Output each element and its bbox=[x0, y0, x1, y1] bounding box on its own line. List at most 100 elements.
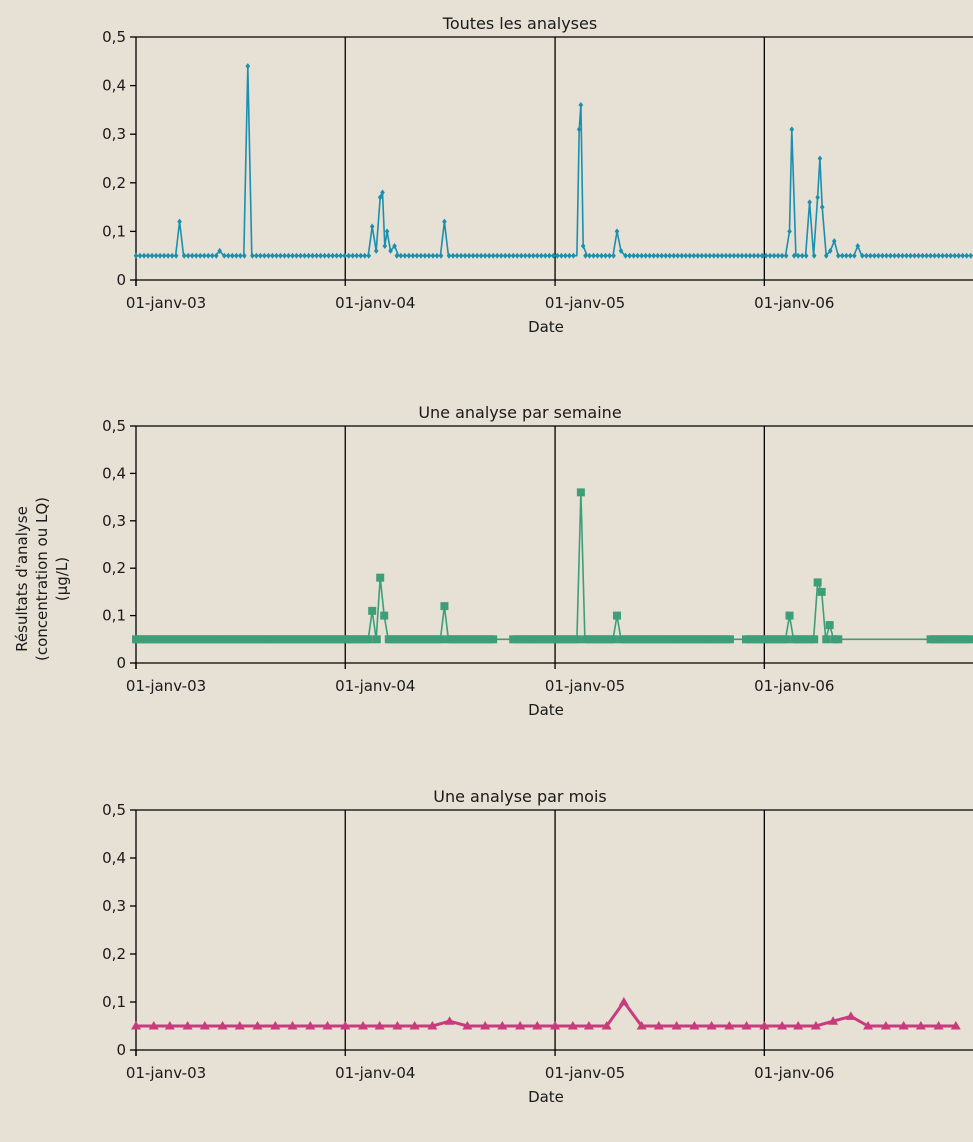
chart-2-baseline-point-100 bbox=[565, 635, 574, 644]
chart-3-xtick-label-0: 01-janv-03 bbox=[126, 1064, 206, 1082]
chart-3-data-point-12 bbox=[340, 1021, 351, 1030]
chart-1-baseline-point-173 bbox=[912, 252, 917, 259]
chart-2-baseline-point-15 bbox=[192, 635, 201, 644]
chart-3-data-point-28 bbox=[618, 997, 629, 1006]
chart-2-baseline-point-33 bbox=[264, 635, 273, 644]
chart-1-baseline-point-182 bbox=[948, 252, 953, 259]
chart-2-baseline-point-125 bbox=[673, 635, 682, 644]
chart-2-baseline-point-51 bbox=[336, 635, 345, 644]
chart-3-data-point-27 bbox=[601, 1021, 612, 1030]
chart-1-baseline-point-171 bbox=[904, 252, 909, 259]
chart-2-baseline-point-103 bbox=[581, 635, 590, 644]
chart-1-baseline-point-30 bbox=[266, 252, 271, 259]
chart-2-baseline-point-41 bbox=[296, 635, 305, 644]
chart-1-baseline-point-137 bbox=[739, 252, 745, 259]
chart-2-baseline-point-108 bbox=[601, 635, 610, 644]
chart-2-baseline-point-70 bbox=[424, 635, 433, 644]
chart-2-baseline-point-16 bbox=[196, 635, 205, 644]
chart-1-data-point-11 bbox=[369, 223, 375, 230]
chart-1-baseline-point-72 bbox=[462, 252, 468, 259]
chart-1-data-point-34 bbox=[789, 126, 795, 133]
chart-2-baseline-point-168 bbox=[962, 635, 971, 644]
chart-1-baseline-point-71 bbox=[458, 252, 464, 259]
chart-3-data-point-46 bbox=[933, 1021, 944, 1030]
chart-1-data-point-43 bbox=[827, 247, 833, 254]
chart-1-baseline-point-103 bbox=[595, 252, 600, 259]
chart-3-data-point-17 bbox=[427, 1021, 438, 1030]
chart-1-baseline-point-2 bbox=[141, 252, 147, 259]
chart-1-baseline-point-141 bbox=[755, 252, 761, 259]
chart-2-data-point-17 bbox=[785, 611, 794, 620]
chart-1-baseline-point-140 bbox=[751, 252, 757, 259]
chart-1-baseline-point-135 bbox=[731, 252, 737, 259]
chart-1-baseline-point-100 bbox=[583, 252, 588, 259]
chart-1-baseline-point-157 bbox=[844, 252, 849, 259]
chart-2-baseline-point-1 bbox=[136, 635, 145, 644]
chart-1-baseline-point-23 bbox=[234, 252, 239, 259]
chart-1-baseline-point-65 bbox=[430, 252, 436, 259]
chart-2-baseline-point-158 bbox=[834, 635, 843, 644]
chart-1-baseline-point-177 bbox=[928, 252, 933, 259]
chart-3-data-point-1 bbox=[148, 1021, 159, 1030]
chart-2-baseline-point-160 bbox=[930, 635, 939, 644]
chart-2-baseline-point-95 bbox=[545, 635, 554, 644]
chart-1-baseline-point-136 bbox=[735, 252, 741, 259]
chart-1-baseline-point-70 bbox=[454, 252, 460, 259]
chart-2-xtick-label-1: 01-janv-04 bbox=[335, 677, 415, 695]
chart-3-data-point-22 bbox=[515, 1021, 526, 1030]
chart-1-baseline-point-54 bbox=[362, 252, 368, 259]
chart-1-baseline-point-18 bbox=[209, 252, 215, 259]
chart-1-baseline-point-166 bbox=[884, 252, 889, 259]
chart-2-baseline-point-54 bbox=[348, 635, 357, 644]
chart-3-data-point-37 bbox=[777, 1021, 788, 1030]
chart-3-data-point-25 bbox=[567, 1021, 578, 1030]
chart-1-baseline-point-101 bbox=[587, 252, 592, 259]
chart-1-ytick-label-2: 0,2 bbox=[102, 174, 126, 192]
chart-1-data-point-14 bbox=[380, 189, 385, 196]
chart-3-ytick-label-0: 0 bbox=[116, 1041, 126, 1059]
chart-1-baseline-point-25 bbox=[242, 252, 247, 259]
chart-2-baseline-point-27 bbox=[240, 635, 249, 644]
chart-1-baseline-point-20 bbox=[221, 252, 227, 259]
chart-1-baseline-point-6 bbox=[157, 252, 163, 259]
chart-2-baseline-point-118 bbox=[645, 635, 654, 644]
chart-1-baseline-point-24 bbox=[238, 252, 243, 259]
chart-1-baseline-point-14 bbox=[193, 252, 199, 259]
chart-1-baseline-point-17 bbox=[205, 252, 211, 259]
chart-2-baseline-point-150 bbox=[790, 635, 799, 644]
chart-2-baseline-point-34 bbox=[268, 635, 277, 644]
chart-1-baseline-point-185 bbox=[960, 252, 965, 259]
chart-1-baseline-point-108 bbox=[623, 252, 628, 259]
chart-1-baseline-point-31 bbox=[270, 252, 275, 259]
chart-2-baseline-point-161 bbox=[934, 635, 943, 644]
chart-2-baseline-point-77 bbox=[457, 635, 466, 644]
chart-1-baseline-point-156 bbox=[839, 252, 845, 259]
chart-2-baseline-point-81 bbox=[473, 635, 482, 644]
chart-1-baseline-point-89 bbox=[530, 252, 536, 259]
y-axis-label-line-2: (concentration ou LQ) bbox=[33, 497, 51, 661]
chart-1-baseline-point-36 bbox=[290, 252, 295, 259]
chart-2-baseline-point-105 bbox=[589, 635, 598, 644]
chart-3-data-point-15 bbox=[392, 1021, 403, 1030]
chart-1-baseline-point-60 bbox=[410, 252, 416, 259]
chart-1-baseline-point-154 bbox=[823, 252, 829, 259]
chart-1-baseline-point-183 bbox=[952, 252, 957, 259]
chart-1-ytick-label-0: 0 bbox=[116, 271, 126, 289]
chart-2-baseline-point-50 bbox=[332, 635, 341, 644]
chart-1-baseline-point-124 bbox=[687, 252, 693, 259]
chart-2-baseline-point-115 bbox=[633, 635, 642, 644]
chart-2-xtick-label-3: 01-janv-06 bbox=[754, 677, 834, 695]
chart-1-baseline-point-94 bbox=[551, 252, 556, 259]
chart-2-baseline-point-101 bbox=[569, 635, 578, 644]
chart-1-baseline-point-134 bbox=[727, 252, 733, 259]
chart-1-baseline-point-78 bbox=[486, 252, 492, 259]
chart-1-baseline-point-175 bbox=[920, 252, 925, 259]
chart-1-baseline-point-151 bbox=[799, 252, 805, 259]
chart-1-data-point-15 bbox=[382, 242, 388, 249]
chart-1-baseline-point-97 bbox=[563, 252, 568, 259]
chart-1-baseline-point-38 bbox=[298, 252, 303, 259]
chart-1-baseline-point-19 bbox=[213, 252, 219, 259]
chart-3-data-point-39 bbox=[810, 1021, 821, 1030]
chart-1-baseline-point-69 bbox=[450, 252, 456, 259]
chart-1-baseline-point-181 bbox=[944, 252, 949, 259]
